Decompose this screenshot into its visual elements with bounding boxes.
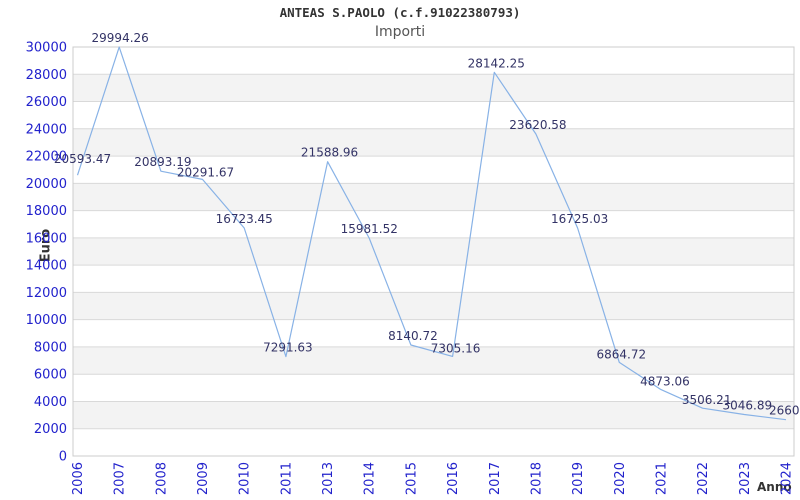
y-tick-label: 14000	[26, 259, 67, 274]
point-label: 8140.72	[388, 329, 438, 343]
chart-band	[73, 101, 794, 129]
y-tick-label: 20000	[26, 177, 67, 192]
point-label: 4873.06	[640, 375, 690, 389]
chart-band	[73, 265, 794, 293]
x-tick-label: 2011	[279, 462, 294, 495]
point-label: 16725.03	[551, 212, 608, 226]
x-tick-label: 2024	[780, 462, 795, 495]
point-label: 23620.58	[509, 118, 566, 132]
x-tick-label: 2006	[71, 462, 86, 495]
point-label: 20291.67	[177, 165, 234, 179]
x-tick-label: 2016	[446, 462, 461, 495]
x-tick-label: 2020	[613, 462, 628, 495]
chart-band	[73, 156, 794, 184]
data-line	[76, 46, 787, 421]
x-tick-label: 2008	[154, 462, 169, 495]
chart-band	[73, 47, 794, 75]
x-tick-label: 2019	[571, 462, 586, 495]
chart-band	[73, 74, 794, 102]
y-tick-label: 12000	[26, 286, 67, 301]
point-label: 7305.16	[431, 341, 481, 355]
y-tick-label: 24000	[26, 122, 67, 137]
chart-band	[73, 210, 794, 238]
y-tick-label: 0	[59, 450, 67, 465]
y-tick-label: 28000	[26, 68, 67, 83]
chart-band	[73, 128, 794, 157]
y-tick-label: 22000	[26, 150, 67, 165]
y-tick-label: 6000	[34, 368, 67, 383]
y-tick-label: 26000	[26, 95, 67, 110]
point-label: 29994.26	[92, 31, 149, 45]
chart-band	[73, 319, 794, 347]
point-label: 21588.96	[301, 146, 358, 160]
y-tick-label: 10000	[26, 313, 67, 328]
point-label: 3506.21	[682, 393, 732, 407]
y-tick-label: 16000	[26, 231, 67, 246]
point-label: 20893.19	[134, 155, 191, 169]
point-label: 15981.52	[341, 222, 398, 236]
chart-band	[73, 428, 794, 456]
point-label: 16723.45	[216, 212, 273, 226]
chart-title: ANTEAS S.PAOLO (c.f.91022380793)	[279, 5, 521, 20]
point-label: 2660.4	[769, 404, 800, 418]
y-tick-label: 30000	[26, 41, 67, 56]
y-tick-label: 4000	[34, 395, 67, 410]
x-tick-label: 2014	[363, 462, 378, 495]
x-axis-title: Anno	[757, 480, 792, 494]
point-label: 28142.25	[468, 56, 525, 70]
x-tick-label: 2021	[654, 462, 669, 495]
y-tick-label: 18000	[26, 204, 67, 219]
y-tick-label: 2000	[34, 422, 67, 437]
point-label: 20593.47	[54, 152, 111, 166]
chart-band	[73, 292, 794, 320]
plot-border	[72, 46, 795, 457]
point-label: 6864.72	[596, 347, 646, 361]
x-tick-label: 2017	[488, 462, 503, 495]
chart-band	[73, 237, 794, 266]
chart-band	[73, 183, 794, 211]
x-tick-label: 2022	[696, 462, 711, 495]
chart-subtitle: Importi	[374, 24, 426, 40]
x-tick-label: 2018	[529, 462, 544, 495]
point-label: 3046.89	[723, 398, 773, 412]
x-tick-label: 2007	[113, 462, 128, 495]
point-label: 7291.63	[263, 341, 313, 355]
y-tick-label: 8000	[34, 340, 67, 355]
x-tick-label: 2015	[404, 462, 419, 495]
x-tick-label: 2010	[238, 462, 253, 495]
chart-band	[73, 401, 794, 429]
x-tick-label: 2009	[196, 462, 211, 495]
chart-band	[73, 374, 794, 402]
x-tick-label: 2013	[321, 462, 336, 495]
x-tick-label: 2023	[738, 462, 753, 495]
